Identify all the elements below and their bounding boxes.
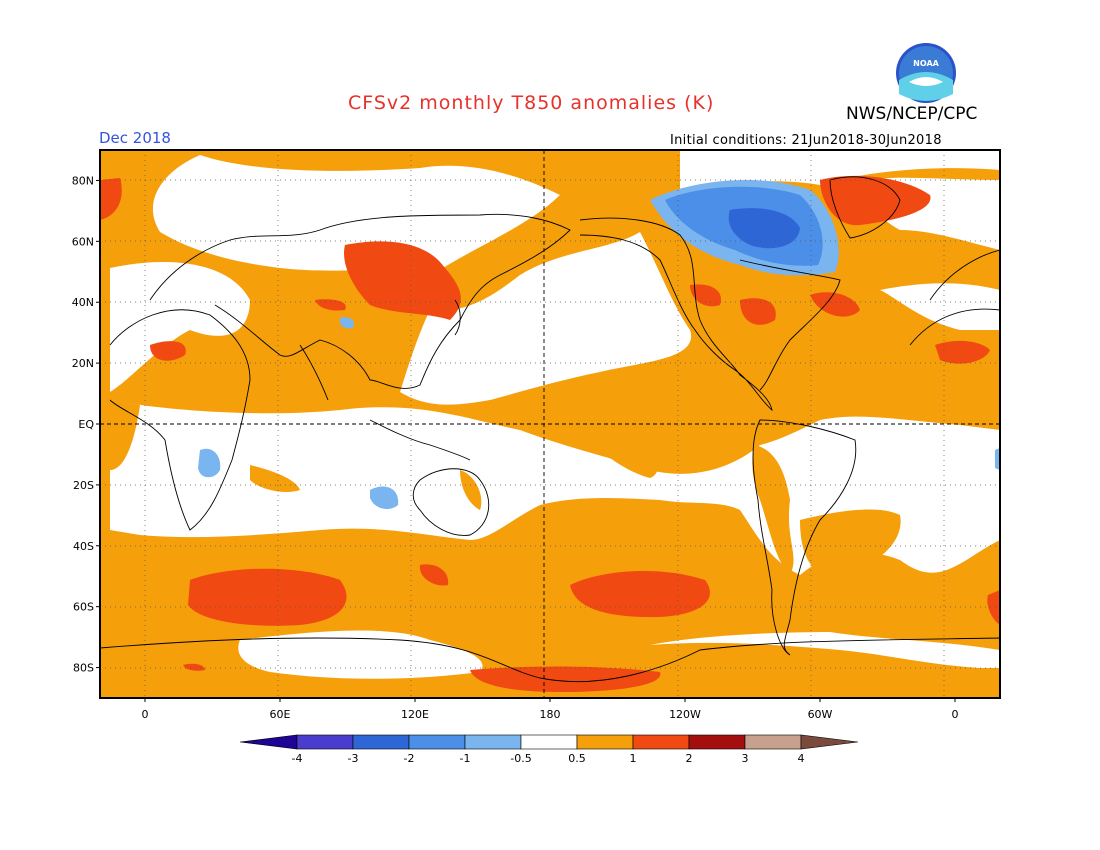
lon-tick-label: 0 (952, 708, 959, 721)
logo-text: NOAA (913, 59, 939, 68)
colorbar-segment (520, 734, 578, 750)
colorbar-label: 3 (742, 752, 749, 765)
colorbar-label: 1 (630, 752, 637, 765)
lat-tick-label: 80N (72, 174, 94, 187)
lat-tick-label: 40S (73, 540, 94, 553)
colorbar-label: -0.5 (510, 752, 531, 765)
colorbar-max-arrow (800, 734, 859, 750)
colorbar-label: -4 (292, 752, 303, 765)
reference-lines (100, 150, 1000, 698)
colorbar-segment (408, 734, 466, 750)
gridlines (100, 150, 1000, 698)
colorbar: -4 -3 -2 -1 -0.5 0.5 1 2 3 4 (239, 734, 859, 765)
lon-tick-label: 120E (401, 708, 429, 721)
valid-month-label: Dec 2018 (99, 129, 171, 147)
lat-tick-label: 20S (73, 479, 94, 492)
lat-tick-label: 80S (73, 662, 94, 675)
colorbar-segment (296, 734, 354, 750)
lon-tick-label: 120W (669, 708, 701, 721)
colorbar-label: 2 (686, 752, 693, 765)
lon-tick-label: 60E (270, 708, 291, 721)
cool-areas (198, 179, 1000, 510)
colorbar-label: 0.5 (568, 752, 586, 765)
colorbar-label: 4 (798, 752, 805, 765)
colorbar-label: -2 (404, 752, 415, 765)
lat-tick-label: 20N (72, 357, 94, 370)
strong-warm-areas (100, 175, 1000, 692)
lat-tick-label: 60S (73, 601, 94, 614)
colorbar-segment (688, 734, 746, 750)
anomaly-fields (100, 150, 1000, 698)
colorbar-segment (576, 734, 634, 750)
colorbar-label: -3 (348, 752, 359, 765)
coastlines (100, 176, 1000, 683)
lat-tick-label: 60N (72, 235, 94, 248)
noaa-logo: NOAA (896, 43, 956, 103)
latitude-labels: 80N 60N 40N 20N EQ 20S 40S 60S 80S (72, 174, 100, 675)
colorbar-segment (744, 734, 802, 750)
colorbar-segment (632, 734, 690, 750)
colorbar-segment (464, 734, 522, 750)
colorbar-segment (352, 734, 410, 750)
lon-tick-label: 180 (540, 708, 561, 721)
warm-areas (110, 373, 901, 576)
chart-title: CFSv2 monthly T850 anomalies (K) (348, 92, 715, 114)
lon-tick-label: 60W (808, 708, 833, 721)
colorbar-min-arrow (239, 734, 298, 750)
agency-label: NWS/NCEP/CPC (846, 104, 978, 124)
lon-tick-label: 0 (142, 708, 149, 721)
lat-tick-label: 40N (72, 296, 94, 309)
lat-tick-label: EQ (78, 418, 94, 431)
longitude-labels: 0 60E 120E 180 120W 60W 0 (142, 698, 959, 721)
initial-conditions-label: Initial conditions: 21Jun2018-30Jun2018 (670, 133, 942, 148)
colorbar-label: -1 (460, 752, 471, 765)
